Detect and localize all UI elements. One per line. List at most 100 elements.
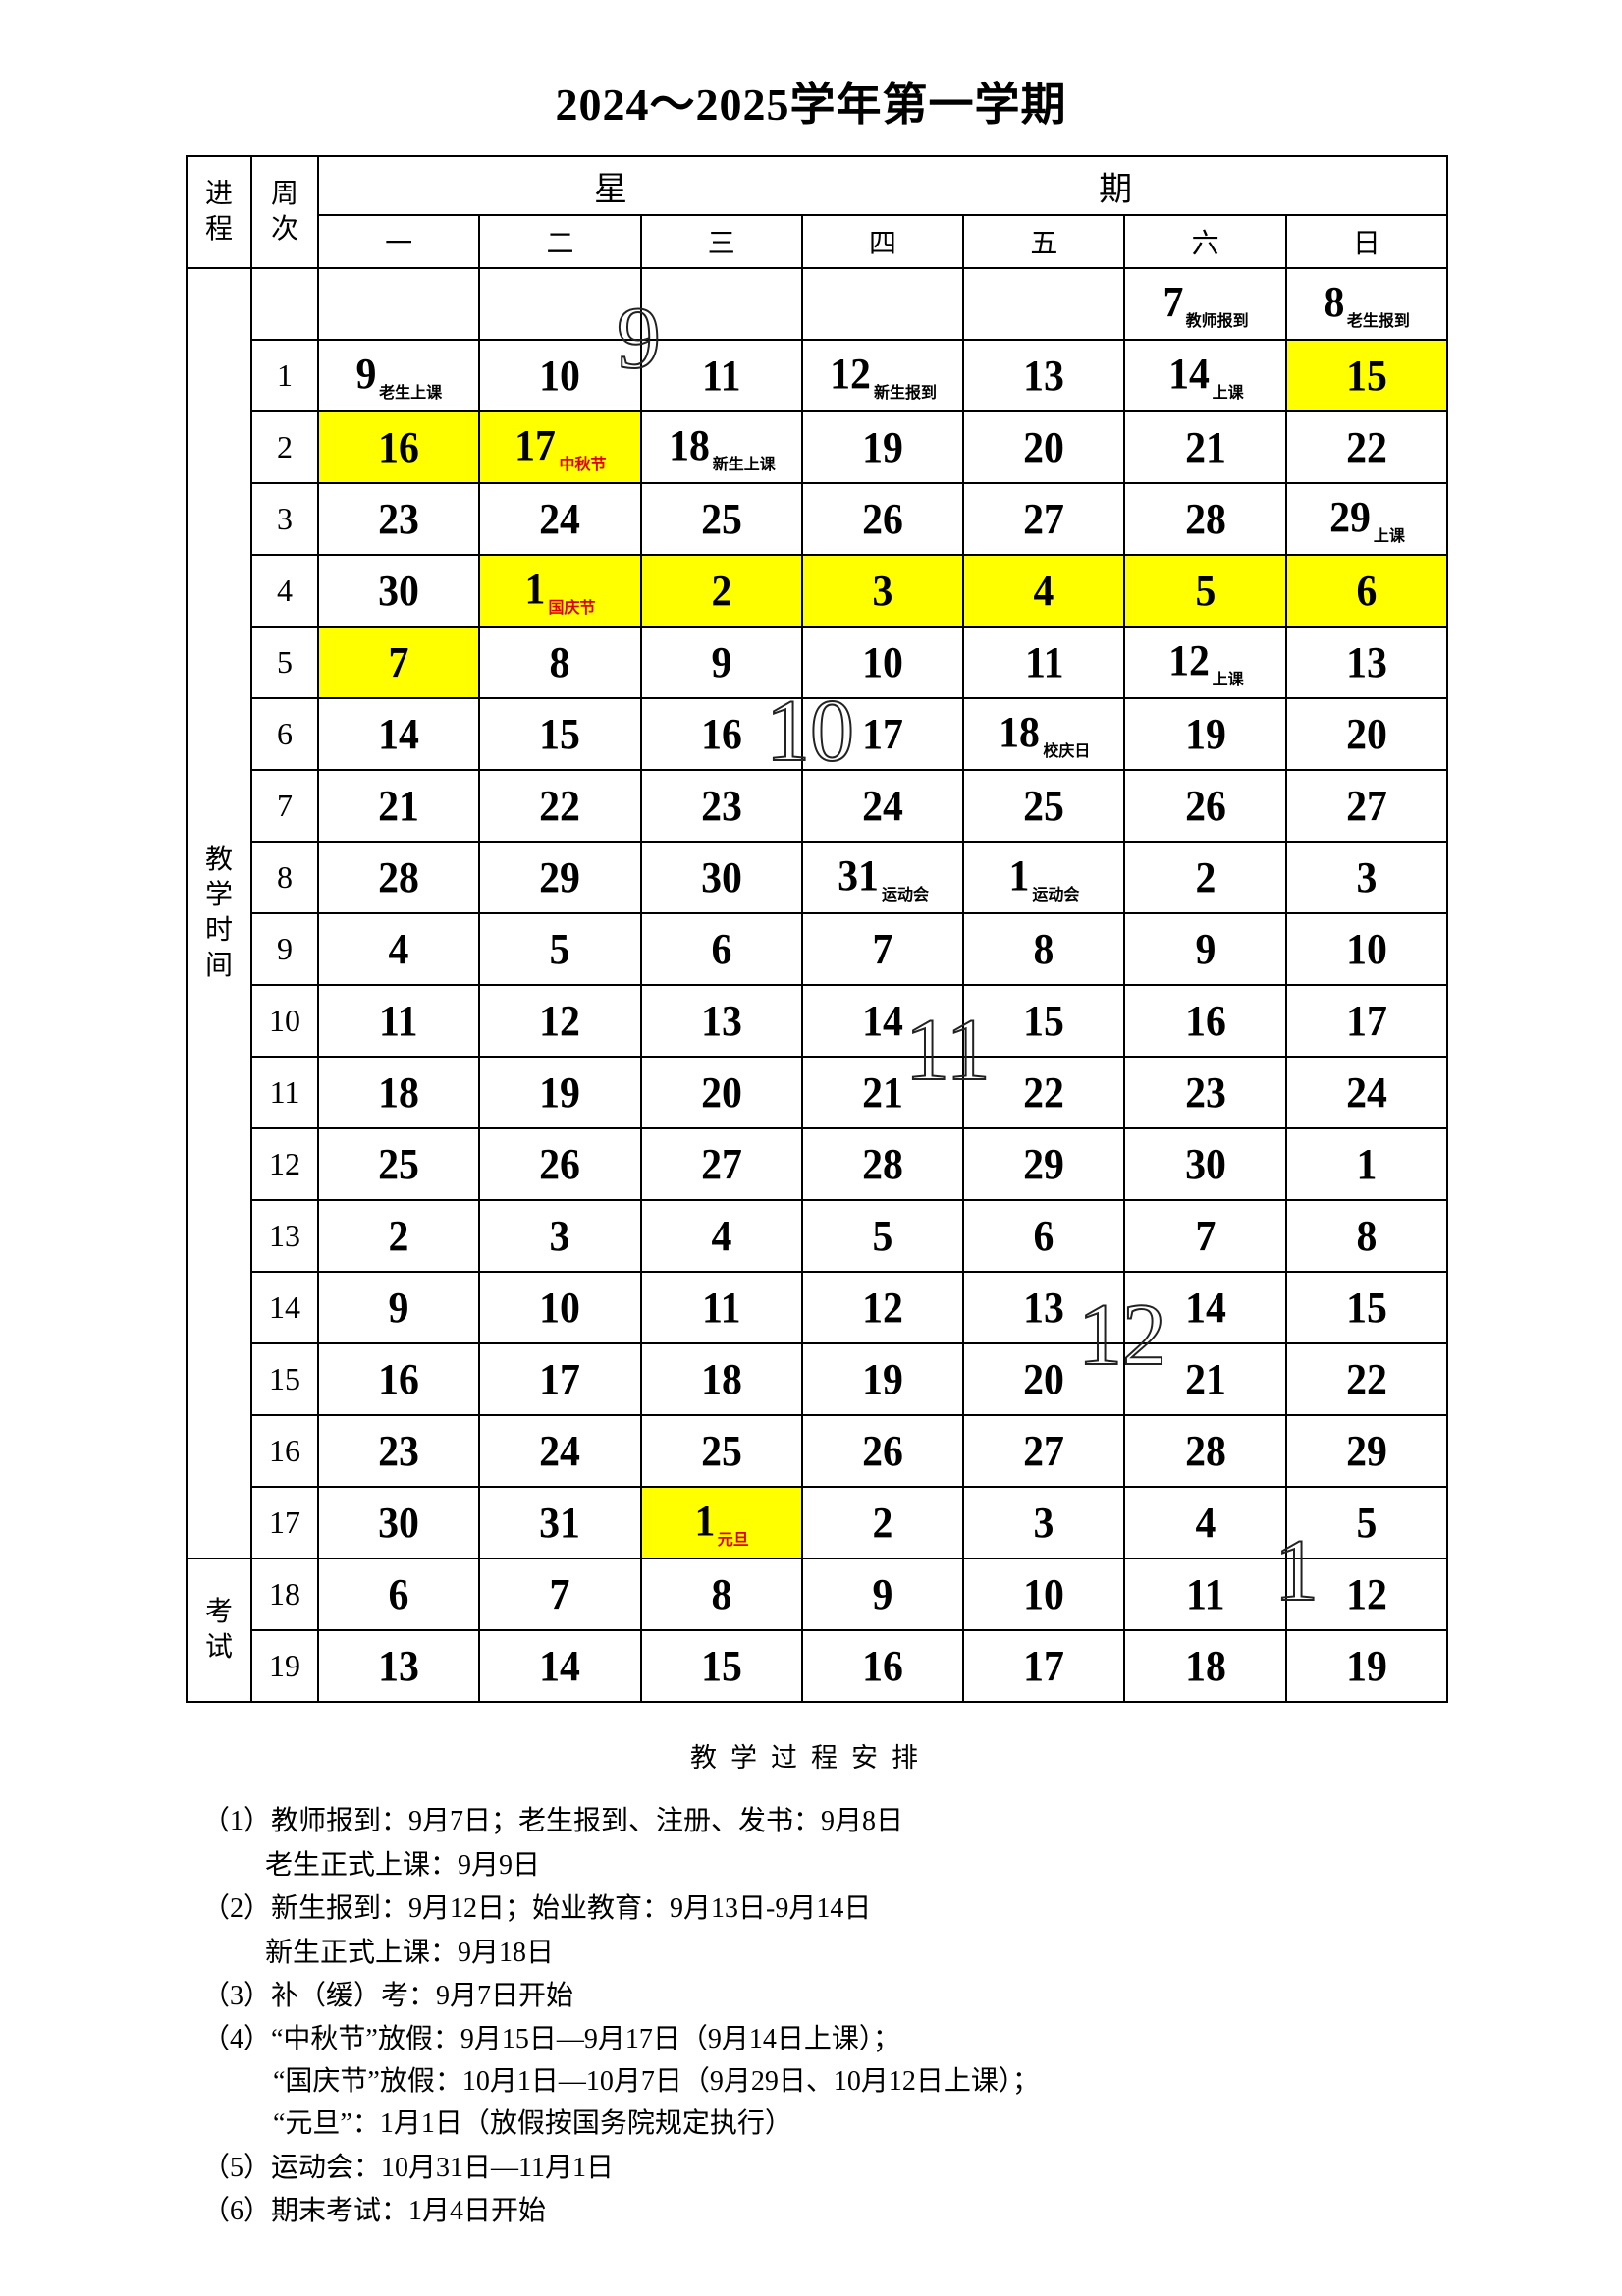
day-number: 7 [872,925,893,973]
day-note: 上课 [1373,528,1405,545]
day-cell: 27 [962,482,1126,556]
day-cell: 14 上课 [1123,339,1287,412]
day-cell: 18 新生上课 [639,410,803,484]
day-number: 11 [701,1284,741,1332]
day-cell: 1 元旦 [639,1486,803,1559]
day-number: 13 [1023,352,1065,400]
day-cell: 18 校庆日 [962,697,1126,771]
day-cell: 19 [1123,697,1287,771]
day-cell: 1 国庆节 [478,554,642,628]
week-number: 1 [250,339,319,412]
week-row: 8 28 29 30 31 运动会 1 运动会 2 3 [187,841,1449,914]
day-number: 15 [700,1642,742,1690]
day-cell: 11 [1123,1558,1287,1631]
day-cell: 29 [1284,1414,1449,1488]
day-number: 21 [1184,423,1226,471]
day-cell: 28 [316,841,481,914]
day-cell: 31 运动会 [800,841,965,914]
day-number: 20 [1023,1355,1065,1403]
day-number: 23 [700,782,742,830]
day-number: 29 [1346,1427,1387,1475]
week-number: 8 [250,841,319,914]
day-number: 18 [1184,1642,1226,1690]
day-number: 10 [1023,1570,1065,1618]
day-number: 15 [1346,352,1387,400]
day-cell: 5 [478,912,642,986]
day-cell: 1 运动会 [962,841,1126,914]
arrangement-line: （4）“中秋节”放假：9月15日—9月17日（9月14日上课）； [202,2024,900,2054]
day-cell: 31 [478,1486,642,1559]
day-number: 12 [862,1284,903,1332]
teaching-label: 教学时间 [204,845,233,981]
arrangement-title: 教学过程安排 [690,1743,932,1773]
week-number: 11 [250,1056,319,1129]
day-number: 27 [1346,782,1387,830]
day-cell: 28 [1123,482,1287,556]
day-cell: 15 [962,984,1126,1058]
day-number: 7 [1195,1212,1216,1260]
day-cell: 10 [962,1558,1126,1631]
week-row: 13 2 3 4 5 6 7 8 [187,1199,1449,1273]
day-cell: 21 [1123,410,1287,484]
day-cell: 22 [962,1056,1126,1129]
day-cell: 17 [478,1342,642,1416]
day-cell [316,267,481,341]
day-number: 30 [378,1499,420,1547]
day-cell: 13 [962,1271,1126,1344]
day-number: 27 [1023,495,1065,543]
day-cell: 6 [639,912,803,986]
day-cell: 18 [639,1342,803,1416]
day-number: 18 [668,421,710,469]
day-number: 17 [1346,997,1387,1045]
week-row: 10 11 12 13 14 15 16 17 [187,984,1449,1058]
day-cell: 18 [1123,1629,1287,1703]
weekday-7: 日 [1284,214,1449,269]
day-number: 10 [862,638,903,686]
day-number: 22 [1346,1355,1387,1403]
day-cell: 29 上课 [1284,482,1449,556]
day-number: 10 [1346,925,1387,973]
day-number: 12 [1346,1570,1387,1618]
day-number: 19 [539,1068,581,1117]
day-number: 21 [1184,1355,1226,1403]
day-cell: 9 [639,626,803,699]
day-number: 12 [1167,636,1210,684]
day-number: 9 [1195,925,1216,973]
day-cell: 19 [1284,1629,1449,1703]
day-cell: 15 [1284,1271,1449,1344]
day-number: 18 [378,1068,420,1117]
day-number: 3 [1033,1499,1054,1547]
day-number: 4 [1195,1499,1216,1547]
day-cell: 21 [316,769,481,843]
progress-header: 进程 [186,155,252,269]
day-number: 29 [1023,1140,1065,1188]
arrangement-line: （1）教师报到：9月7日；老生报到、注册、发书：9月8日 [202,1806,904,1836]
day-note: 运动会 [1032,887,1080,903]
day-cell: 9 [316,1271,481,1344]
day-cell: 5 [1123,554,1287,628]
day-number: 4 [711,1212,732,1260]
day-cell: 2 [800,1486,965,1559]
day-number: 9 [355,350,377,398]
week-row: 4 30 1 国庆节 2 3 4 5 6 [187,554,1449,628]
week-number [250,267,319,341]
day-number: 18 [700,1355,742,1403]
day-number: 9 [388,1284,409,1332]
day-cell: 14 [1123,1271,1287,1344]
day-cell: 27 [639,1127,803,1201]
week-row: 12 25 26 27 28 29 30 1 [187,1127,1449,1201]
qi-label: 期 [1099,171,1133,208]
weekday-6: 六 [1123,214,1287,269]
day-number: 19 [1346,1642,1387,1690]
side-teaching: 教学时间 [186,267,252,1559]
day-cell: 11 [639,339,803,412]
day-number: 9 [872,1570,893,1618]
day-cell: 26 [800,1414,965,1488]
day-cell: 14 [316,697,481,771]
day-cell: 22 [1284,410,1449,484]
week-row: 14 9 10 11 12 13 14 15 [187,1271,1449,1344]
day-cell: 23 [1123,1056,1287,1129]
day-cell: 20 [962,1342,1126,1416]
day-cell: 4 [1123,1486,1287,1559]
day-cell: 14 [800,984,965,1058]
